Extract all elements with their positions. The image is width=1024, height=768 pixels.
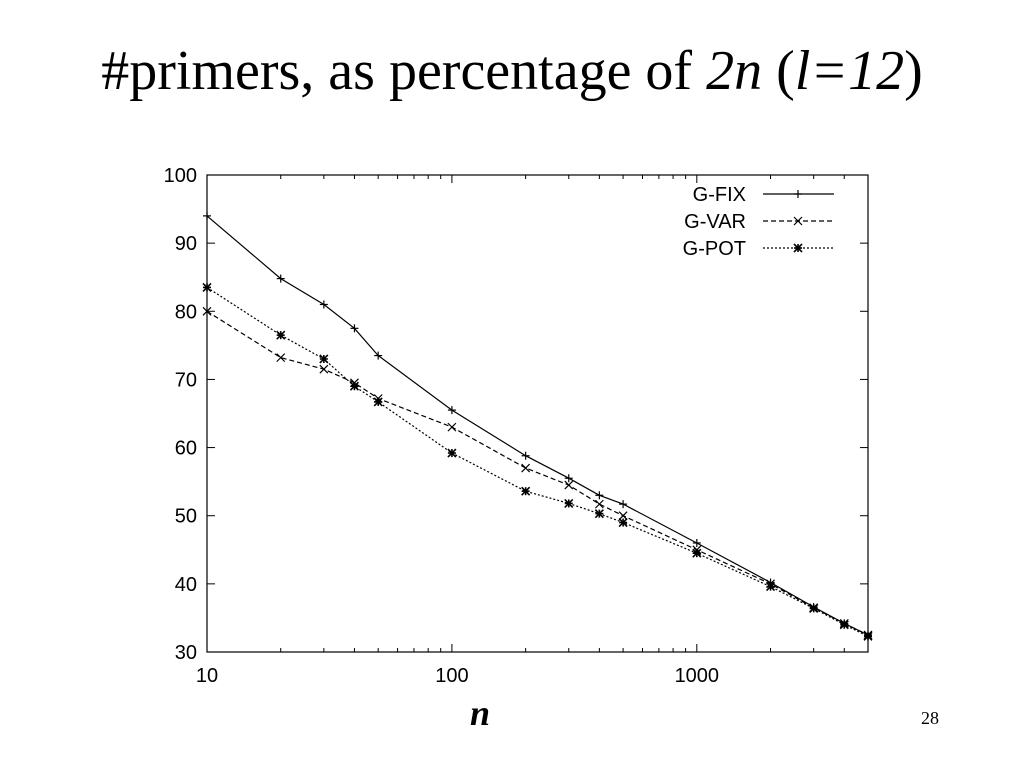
- data-point: [373, 397, 383, 407]
- data-point: [521, 463, 531, 473]
- legend-item: G-FIX: [693, 184, 834, 206]
- legend-label: G-POT: [683, 238, 746, 260]
- data-point-marker: [319, 364, 329, 374]
- series-g-var: [202, 306, 873, 640]
- legend-marker: [793, 243, 803, 253]
- y-tick-label: 40: [175, 574, 197, 596]
- data-point: [319, 354, 329, 364]
- data-point: [618, 511, 628, 521]
- data-point-marker: [521, 463, 531, 473]
- data-point: [521, 486, 531, 496]
- data-point: [374, 351, 383, 360]
- data-point-marker: [276, 353, 286, 363]
- y-tick-label: 90: [175, 233, 197, 255]
- legend-swatch-marker: [794, 190, 802, 198]
- data-point-marker: [319, 354, 329, 364]
- data-point: [203, 211, 211, 220]
- data-point: [863, 631, 873, 641]
- legend: G-FIX G-VAR G-POT: [683, 184, 834, 260]
- data-point: [447, 406, 456, 415]
- data-point-marker: [692, 548, 702, 558]
- title-var-l: l=12: [794, 40, 905, 102]
- data-point-marker: [594, 509, 604, 519]
- x-tick-label: 1000: [675, 665, 720, 687]
- data-point-marker: [809, 603, 819, 613]
- data-point-marker: [373, 397, 383, 407]
- data-point-marker: [618, 511, 628, 521]
- page-number: 28: [921, 708, 939, 728]
- data-point: [692, 538, 701, 547]
- data-point-marker: [564, 498, 574, 509]
- data-point: [276, 353, 286, 363]
- data-point-marker: [276, 330, 286, 340]
- slide-title: #primers, as percentage of 2n (l=12): [0, 38, 1024, 105]
- data-point: [619, 500, 628, 509]
- legend-label: G-FIX: [693, 184, 746, 206]
- data-point: [594, 499, 604, 509]
- data-point: [276, 274, 285, 283]
- y-tick-label: 60: [175, 438, 197, 460]
- x-tick-label: 10: [196, 665, 218, 687]
- y-tick-label: 70: [175, 369, 197, 391]
- data-point: [765, 582, 776, 592]
- data-point-marker: [618, 517, 628, 528]
- data-point: [564, 498, 574, 509]
- x-tick-label: 100: [435, 665, 468, 687]
- data-point: [618, 517, 628, 528]
- data-point: [202, 282, 212, 293]
- data-point: [319, 364, 329, 374]
- legend-swatch-marker: [793, 216, 803, 226]
- x-axis-label: n: [469, 693, 491, 733]
- data-point-marker: [765, 582, 776, 592]
- title-mid: (: [762, 40, 795, 102]
- legend-item: G-VAR: [684, 211, 834, 233]
- data-point: [319, 300, 328, 309]
- data-point: [447, 422, 457, 432]
- data-point: [349, 381, 360, 391]
- data-point-marker: [863, 631, 873, 641]
- data-point-marker: [349, 381, 360, 391]
- y-tick-label: 100: [164, 165, 197, 187]
- data-point: [594, 509, 604, 519]
- plot-frame: [206, 174, 869, 653]
- data-point: [202, 306, 212, 316]
- data-point: [350, 324, 359, 333]
- legend-swatch-marker: [793, 243, 803, 253]
- series-line: [206, 215, 869, 636]
- series-g-fix: [203, 211, 872, 639]
- data-point: [521, 451, 530, 460]
- data-point: [564, 474, 573, 483]
- legend-item: G-POT: [683, 238, 834, 260]
- data-point-marker: [202, 282, 212, 293]
- data-point-marker: [594, 499, 604, 509]
- data-point-marker: [447, 448, 457, 458]
- y-tick-label: 50: [175, 506, 197, 528]
- data-point: [809, 603, 819, 613]
- data-point: [839, 620, 849, 630]
- y-tick-label: 80: [175, 301, 197, 323]
- data-point-marker: [202, 306, 212, 316]
- title-suffix: ): [904, 40, 923, 102]
- data-point: [447, 448, 457, 458]
- data-point-marker: [447, 422, 457, 432]
- title-prefix: #primers, as percentage of: [101, 40, 707, 102]
- data-point-marker: [564, 480, 574, 490]
- series-g-pot: [202, 282, 873, 641]
- data-point: [276, 330, 286, 340]
- legend-marker: [793, 216, 803, 226]
- data-point-marker: [839, 620, 849, 630]
- data-point: [692, 548, 702, 558]
- data-point: [595, 491, 604, 500]
- legend-label: G-VAR: [684, 211, 746, 233]
- title-var-2n: 2n: [706, 40, 763, 102]
- data-point: [564, 480, 574, 490]
- data-point-marker: [521, 486, 531, 496]
- y-tick-label: 30: [175, 642, 197, 664]
